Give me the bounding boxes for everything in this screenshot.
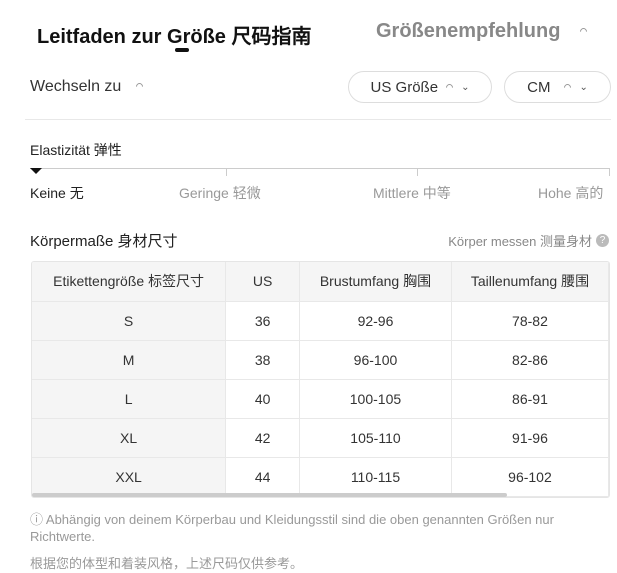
table-cell: 96-102	[451, 457, 609, 497]
horizontal-scrollbar[interactable]	[32, 493, 507, 497]
size-system-value: US Größe	[370, 78, 439, 96]
active-tab-indicator	[175, 48, 189, 52]
table-cell: 44	[225, 457, 301, 497]
loading-icon	[563, 82, 573, 92]
table-row: XXL 44 110-115 96-102	[32, 457, 609, 497]
tab-label: Größenempfehlung	[376, 20, 561, 42]
table-row: S 36 92-96 78-82	[32, 301, 609, 341]
table-cell: 78-82	[451, 301, 609, 341]
elasticity-level-low: Geringe 轻微	[179, 185, 261, 201]
measure-text: Körper messen 测量身材	[448, 234, 592, 249]
table-cell: 86-91	[451, 379, 609, 419]
elasticity-level-none: Keine 无	[30, 185, 84, 201]
table-cell: 42	[225, 418, 301, 458]
elasticity-tick	[226, 168, 227, 176]
table-cell: 40	[225, 379, 301, 419]
table-cell: S	[32, 301, 227, 341]
table-cell: 36	[225, 301, 301, 341]
header-waist: Taillenumfang 腰围	[451, 262, 609, 302]
elasticity-level-medium: Mittlere 中等	[373, 185, 451, 201]
size-note-chinese: 根据您的体型和着装风格，上述尺码仅供参考。	[30, 556, 304, 571]
chevron-down-icon: ⌄	[579, 81, 588, 93]
body-measurements-title: Körpermaße 身材尺寸	[30, 233, 178, 250]
header-us: US	[225, 262, 301, 302]
loading-icon	[578, 26, 589, 37]
header-label-size: Etikettengröße 标签尺寸	[32, 262, 227, 302]
measure-body-link[interactable]: Körper messen 测量身材?	[448, 231, 609, 250]
table-cell: 38	[225, 340, 301, 380]
table-cell: 91-96	[451, 418, 609, 458]
tab-size-guide[interactable]: Leitfaden zur Größe 尺码指南	[37, 26, 312, 48]
size-note: ⓘ Abhängig von deinem Körperbau und Klei…	[30, 512, 554, 544]
table-cell: 110-115	[299, 457, 452, 497]
unit-value: CM	[527, 78, 551, 96]
table-cell: XXL	[32, 457, 227, 497]
elasticity-track	[30, 168, 610, 169]
table-row: XL 42 105-110 91-96	[32, 418, 609, 458]
table-header-row: Etikettengröße 标签尺寸 US Brustumfang 胸围 Ta…	[32, 262, 609, 302]
size-system-dropdown[interactable]: US Größe ⌄	[348, 71, 492, 103]
table-cell: 96-100	[299, 340, 452, 380]
size-table: Etikettengröße 标签尺寸 US Brustumfang 胸围 Ta…	[31, 261, 610, 498]
elasticity-tick	[609, 168, 610, 176]
table-cell: 105-110	[299, 418, 452, 458]
elasticity-level-high: Hohe 高的	[538, 185, 604, 201]
chevron-down-icon: ⌄	[461, 81, 470, 93]
loading-icon	[444, 82, 455, 92]
header-bust: Brustumfang 胸围	[299, 262, 452, 302]
elasticity-tick	[417, 168, 418, 176]
table-cell: 82-86	[451, 340, 609, 380]
table-cell: M	[32, 340, 227, 380]
table-cell: 92-96	[299, 301, 452, 341]
help-icon[interactable]: ?	[596, 234, 609, 247]
elasticity-marker	[30, 168, 42, 174]
elasticity-title: Elastizität 弹性	[30, 142, 122, 158]
switch-text: Wechseln zu	[30, 78, 122, 95]
table-cell: 100-105	[299, 379, 452, 419]
switch-label: Wechseln zu	[30, 78, 145, 96]
table-cell: L	[32, 379, 227, 419]
divider	[25, 119, 611, 120]
loading-icon	[134, 81, 145, 92]
table-cell: XL	[32, 418, 227, 458]
unit-dropdown[interactable]: CM ⌄	[504, 71, 611, 103]
table-row: M 38 96-100 82-86	[32, 340, 609, 380]
tab-size-recommendation[interactable]: Größenempfehlung	[376, 20, 589, 43]
table-row: L 40 100-105 86-91	[32, 379, 609, 419]
